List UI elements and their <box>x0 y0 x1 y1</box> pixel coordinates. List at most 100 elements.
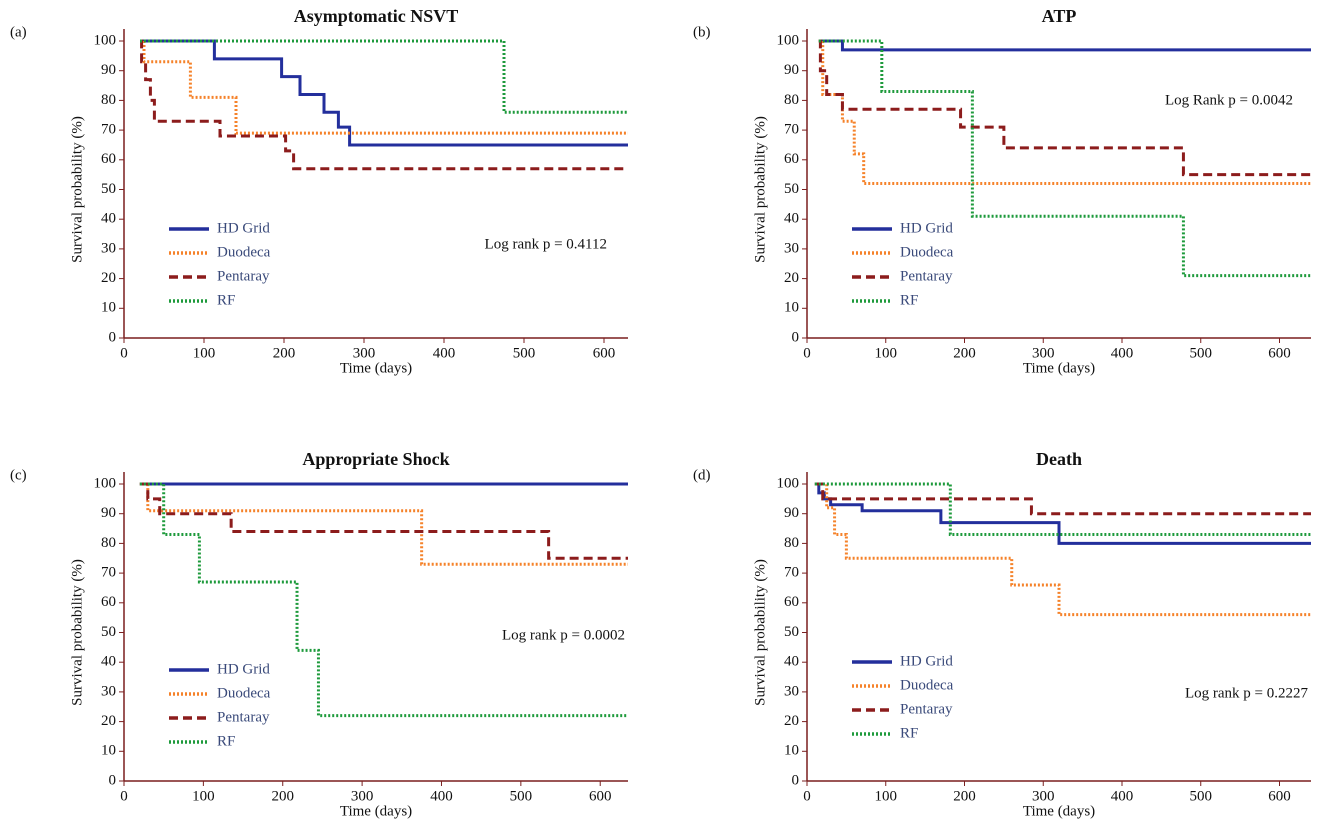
y-tick-label: 10 <box>784 300 799 316</box>
annotation: Log rank p = 0.2227 <box>1185 685 1309 701</box>
panel-label: (a) <box>10 24 27 40</box>
y-tick-label: 30 <box>784 683 799 699</box>
y-tick-label: 100 <box>777 32 800 48</box>
survival-curve <box>140 39 628 114</box>
x-tick-label: 200 <box>271 788 294 804</box>
y-tick-label: 40 <box>784 211 799 227</box>
y-tick-label: 70 <box>784 122 799 138</box>
x-tick-label: 500 <box>1190 345 1213 361</box>
x-tick-label: 200 <box>273 345 296 361</box>
survival-curve <box>139 482 628 566</box>
y-tick-label: 90 <box>101 62 116 78</box>
annotation: Log Rank p = 0.0042 <box>1165 92 1293 108</box>
y-tick-label: 0 <box>792 772 800 788</box>
x-tick-label: 400 <box>430 788 453 804</box>
y-tick-label: 0 <box>792 329 800 345</box>
panel-label: (b) <box>693 24 711 40</box>
y-tick-label: 0 <box>109 772 117 788</box>
legend-label: Duodeca <box>900 244 954 260</box>
y-tick-label: 10 <box>784 743 799 759</box>
survival-curve <box>814 482 1311 516</box>
x-tick-label: 500 <box>513 345 536 361</box>
y-tick-label: 50 <box>784 181 799 197</box>
x-tick-label: 300 <box>1032 788 1055 804</box>
x-tick-label: 200 <box>953 345 976 361</box>
y-axis-label: Survival probability (%) <box>69 559 85 706</box>
y-tick-label: 100 <box>94 475 117 491</box>
x-tick-label: 400 <box>1111 345 1134 361</box>
y-tick-label: 60 <box>784 151 799 167</box>
legend-label: HD Grid <box>217 661 270 677</box>
chart-title: Death <box>1036 449 1082 469</box>
survival-curve <box>140 39 628 135</box>
y-tick-label: 30 <box>101 240 116 256</box>
legend-label: Pentaray <box>217 268 270 284</box>
y-tick-label: 10 <box>101 743 116 759</box>
y-tick-label: 90 <box>101 505 116 521</box>
legend-label: Pentaray <box>900 701 953 717</box>
x-tick-label: 400 <box>433 345 456 361</box>
legend-label: Duodeca <box>217 244 271 260</box>
y-tick-label: 50 <box>101 624 116 640</box>
x-tick-label: 300 <box>1032 345 1055 361</box>
survival-curve <box>818 39 1311 278</box>
y-tick-label: 70 <box>784 565 799 581</box>
y-tick-label: 20 <box>784 713 799 729</box>
legend-label: RF <box>217 733 235 749</box>
survival-curve <box>139 482 628 718</box>
legend-label: HD Grid <box>217 220 270 236</box>
y-tick-label: 70 <box>101 122 116 138</box>
y-tick-label: 80 <box>784 535 799 551</box>
x-tick-label: 600 <box>1268 345 1291 361</box>
y-tick-label: 40 <box>101 654 116 670</box>
y-tick-label: 10 <box>101 300 116 316</box>
legend-label: HD Grid <box>900 220 953 236</box>
legend-label: Pentaray <box>900 268 953 284</box>
y-tick-label: 80 <box>101 535 116 551</box>
chart-title: Asymptomatic NSVT <box>294 6 459 26</box>
survival-curve <box>814 482 1311 617</box>
legend-label: Duodeca <box>900 677 954 693</box>
survival-curve <box>139 482 628 560</box>
survival-curve <box>814 482 1311 545</box>
chart-title: Appropriate Shock <box>302 449 449 469</box>
panel-label: (c) <box>10 467 27 483</box>
y-tick-label: 0 <box>109 329 117 345</box>
y-tick-label: 60 <box>101 594 116 610</box>
x-tick-label: 200 <box>953 788 976 804</box>
y-tick-label: 60 <box>784 594 799 610</box>
y-tick-label: 80 <box>784 92 799 108</box>
x-tick-label: 600 <box>589 788 612 804</box>
panel: (b) ATP Survival probability (%) Time (days… <box>693 6 1311 376</box>
y-tick-label: 20 <box>101 270 116 286</box>
legend-label: HD Grid <box>900 653 953 669</box>
panel-label: (d) <box>693 467 711 483</box>
survival-curve <box>814 482 1311 536</box>
x-tick-label: 300 <box>353 345 376 361</box>
x-tick-label: 0 <box>120 345 128 361</box>
x-tick-label: 0 <box>803 788 811 804</box>
y-tick-label: 20 <box>784 270 799 286</box>
y-tick-label: 50 <box>784 624 799 640</box>
panel: (c) Appropriate Shock Survival probability… <box>10 449 628 819</box>
x-axis-label: Time (days) <box>340 803 412 819</box>
legend-label: RF <box>900 725 918 741</box>
y-tick-label: 40 <box>101 211 116 227</box>
y-tick-label: 100 <box>777 475 800 491</box>
survival-curve <box>818 39 1311 186</box>
annotation: Log rank p = 0.4112 <box>485 236 607 252</box>
y-axis-label: Survival probability (%) <box>752 116 768 263</box>
x-tick-label: 500 <box>1190 788 1213 804</box>
x-tick-label: 500 <box>510 788 533 804</box>
y-tick-label: 60 <box>101 151 116 167</box>
survival-curve <box>140 39 628 171</box>
y-tick-label: 90 <box>784 62 799 78</box>
x-tick-label: 100 <box>875 345 898 361</box>
y-tick-label: 50 <box>101 181 116 197</box>
x-tick-label: 300 <box>351 788 374 804</box>
x-tick-label: 0 <box>120 788 128 804</box>
x-tick-label: 600 <box>593 345 616 361</box>
survival-curve <box>818 39 1311 177</box>
chart-title: ATP <box>1042 6 1077 26</box>
survival-curve <box>818 39 1311 52</box>
